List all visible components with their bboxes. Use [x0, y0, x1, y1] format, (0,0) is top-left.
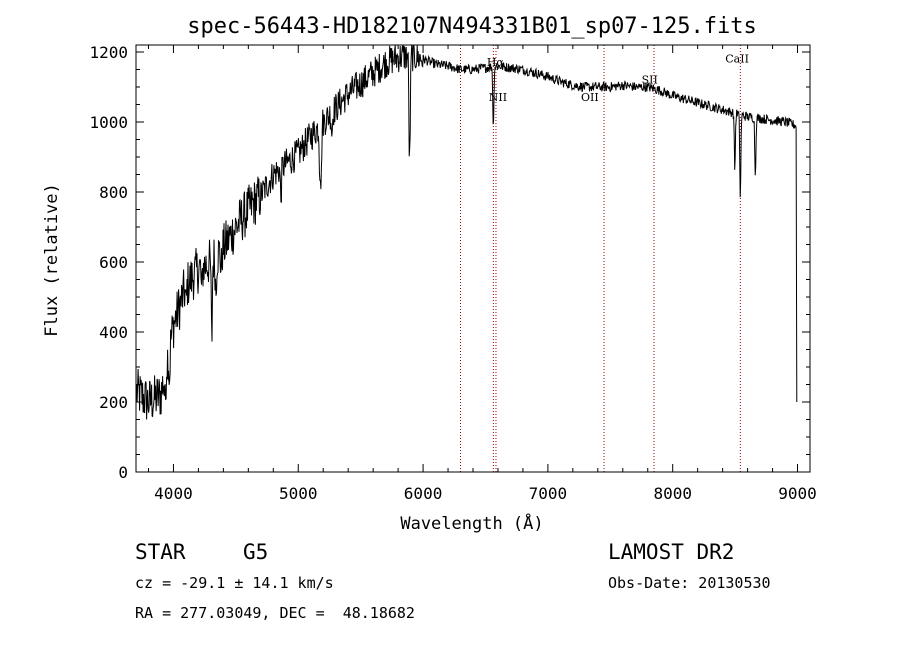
line-marker-label: CaII	[725, 53, 749, 66]
x-tick-label: 4000	[154, 484, 193, 503]
x-tick-label: 9000	[778, 484, 817, 503]
x-tick-label: 7000	[529, 484, 568, 503]
redshift-readout: cz = -29.1 ± 14.1 km/s	[135, 574, 334, 592]
chart-title: spec-56443-HD182107N494331B01_sp07-125.f…	[187, 14, 757, 39]
x-axis-label: Wavelength (Å)	[400, 512, 543, 534]
y-axis: 0 200 400 600 800 1000 1200	[89, 43, 810, 482]
y-axis-label: Flux (relative)	[42, 183, 62, 337]
survey-name: LAMOST DR2	[608, 540, 735, 564]
object-type: STAR	[135, 540, 186, 564]
plot-frame	[135, 44, 811, 473]
y-tick-label: 600	[99, 253, 128, 272]
spectrum-line	[136, 44, 798, 420]
y-tick-label: 400	[99, 323, 128, 342]
x-axis: 4000 5000 6000 7000 8000 9000	[147, 45, 817, 503]
obs-date: Obs-Date: 20130530	[608, 574, 771, 592]
x-tick-label: 5000	[279, 484, 318, 503]
line-marker-label: OII	[581, 91, 599, 104]
y-tick-label: 1000	[89, 113, 128, 132]
line-marker-label: NII	[489, 91, 507, 104]
y-tick-label: 200	[99, 393, 128, 412]
x-tick-label: 6000	[404, 484, 443, 503]
x-tick-label: 8000	[653, 484, 692, 503]
y-tick-label: 800	[99, 183, 128, 202]
coordinates-readout: RA = 277.03049, DEC = 48.18682	[135, 604, 415, 622]
y-tick-label: 1200	[89, 43, 128, 62]
spectral-subclass: G5	[243, 540, 269, 564]
y-tick-label: 0	[118, 463, 128, 482]
